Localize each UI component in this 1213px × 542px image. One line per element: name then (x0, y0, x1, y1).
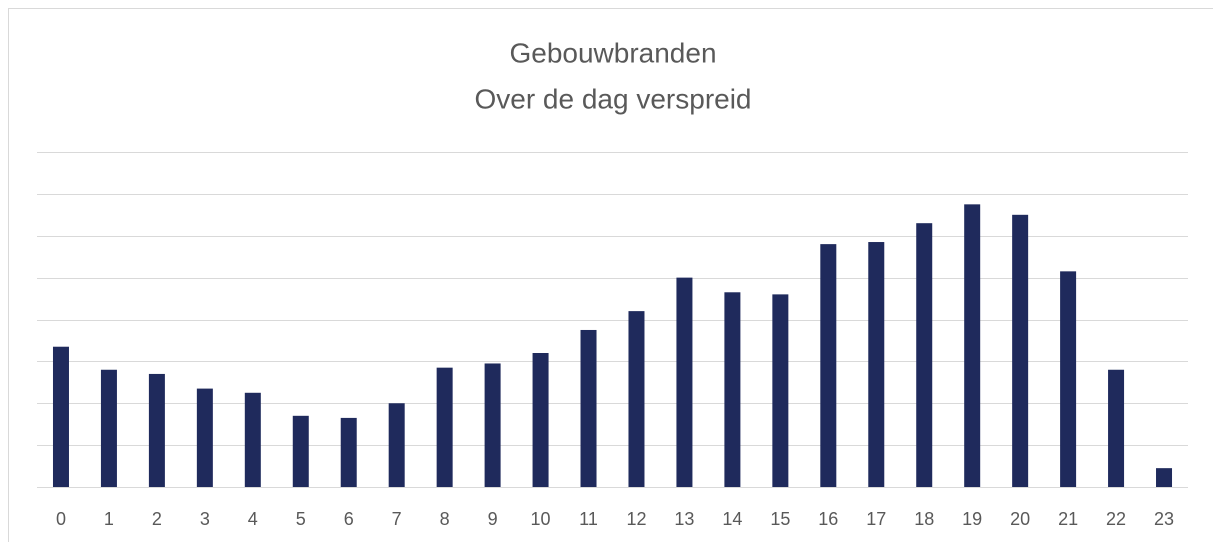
chart-frame (8, 8, 1213, 542)
bar (628, 311, 645, 487)
x-tick-label: 22 (1106, 509, 1126, 529)
bar (916, 223, 933, 487)
x-tick-label: 11 (579, 509, 598, 529)
x-tick-label: 7 (392, 509, 402, 529)
x-tick-label: 8 (440, 509, 450, 529)
x-tick-label: 2 (152, 509, 162, 529)
x-tick-label: 13 (674, 509, 694, 529)
bar (292, 415, 309, 487)
x-tick-label: 3 (200, 509, 210, 529)
x-tick-label: 17 (866, 509, 886, 529)
x-tick-label: 5 (296, 509, 306, 529)
bar (1156, 468, 1173, 487)
bar (532, 353, 549, 487)
bar (820, 244, 837, 487)
x-tick-label: 23 (1154, 509, 1174, 529)
x-tick-label: 20 (1010, 509, 1030, 529)
x-tick-label: 16 (818, 509, 838, 529)
chart-subtitle: Over de dag verspreid (474, 83, 751, 114)
bar (148, 373, 165, 487)
bar (436, 367, 453, 487)
x-tick-label: 4 (248, 509, 258, 529)
bar (772, 294, 789, 487)
x-tick-label: 14 (722, 509, 742, 529)
x-tick-label: 9 (488, 509, 498, 529)
bar (1108, 369, 1125, 487)
bar (964, 204, 981, 487)
bar (676, 277, 693, 487)
x-tick-label: 19 (962, 509, 982, 529)
bar (196, 388, 213, 487)
bar (484, 363, 501, 487)
bar (724, 292, 741, 487)
x-tick-label: 6 (344, 509, 354, 529)
bar (1060, 271, 1077, 487)
x-tick-label: 15 (770, 509, 790, 529)
x-tick-label: 0 (56, 509, 66, 529)
bar (340, 417, 357, 487)
chart-title: Gebouwbranden (509, 37, 716, 68)
bar (388, 403, 405, 487)
bar (868, 242, 885, 487)
x-tick-label: 18 (914, 509, 934, 529)
x-tick-label: 12 (626, 509, 646, 529)
x-tick-label: 10 (531, 509, 551, 529)
x-tick-label: 1 (104, 509, 114, 529)
bar (580, 329, 597, 487)
bar (52, 346, 69, 487)
bar (1012, 214, 1029, 487)
bar (244, 392, 261, 487)
bar (100, 369, 117, 487)
x-tick-label: 21 (1058, 509, 1078, 529)
